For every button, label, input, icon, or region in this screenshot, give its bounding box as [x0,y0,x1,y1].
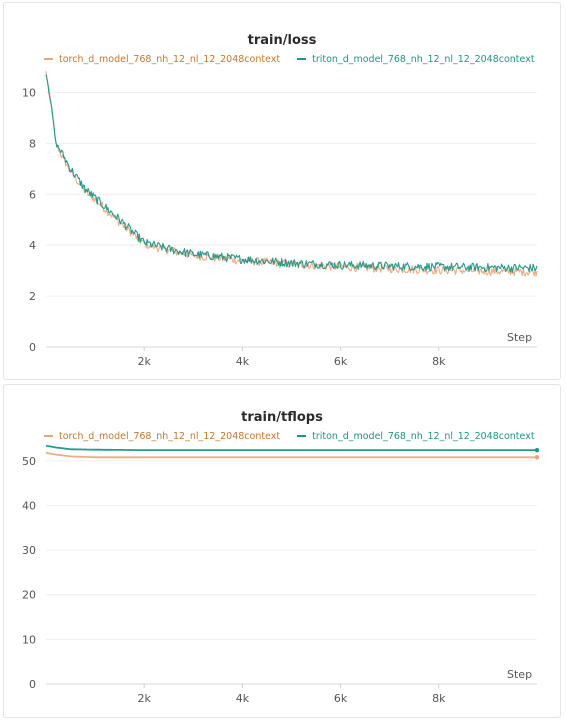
tflops-chart-panel: train/tflops torch_d_model_768_nh_12_nl_… [3,384,561,718]
y-tick-label: 50 [22,455,36,468]
legend-entry-triton[interactable]: triton_d_model_768_nh_12_nl_12_2048conte… [297,53,535,65]
x-tick-label: 6k [334,355,348,368]
series-line-torch [45,451,537,459]
y-tick-label: 40 [22,499,36,512]
legend-swatch-icon [44,435,53,437]
y-tick-label: 8 [29,137,36,150]
legend-label: triton_d_model_768_nh_12_nl_12_2048conte… [312,430,535,442]
x-tick-label: 8k [432,355,446,368]
x-tick-label: 4k [236,692,250,705]
chart-title: train/loss [247,33,317,48]
legend-entry-torch[interactable]: torch_d_model_768_nh_12_nl_12_2048contex… [44,431,280,442]
loss-plot-area: 0 2 4 6 8 10 2k 4k 6k 8k [22,71,538,368]
y-tick-label: 2 [29,290,36,303]
y-tick-label: 20 [22,589,36,602]
loss-chart-panel: train/loss torch_d_model_768_nh_12_nl_12… [3,2,561,380]
chart-legend: torch_d_model_768_nh_12_nl_12_2048contex… [44,429,549,442]
chart-legend: torch_d_model_768_nh_12_nl_12_2048contex… [44,52,549,65]
y-tick-label: 10 [22,633,36,646]
y-tick-label: 30 [22,544,36,557]
y-tick-label: 6 [29,188,36,201]
legend-entry-triton[interactable]: triton_d_model_768_nh_12_nl_12_2048conte… [297,430,535,442]
y-tick-label: 10 [22,86,36,99]
x-axis-label: Step [507,668,533,681]
legend-label: torch_d_model_768_nh_12_nl_12_2048contex… [59,53,281,65]
legend-label: torch_d_model_768_nh_12_nl_12_2048contex… [59,430,281,442]
series-end-marker [534,455,540,460]
x-tick-label: 8k [432,692,446,705]
x-tick-label: 6k [334,692,348,705]
y-tick-label: 0 [29,341,36,354]
x-tick-label: 2k [138,355,152,368]
series-end-marker [534,447,540,453]
chart-title: train/tflops [241,410,323,425]
legend-swatch-icon [297,435,307,437]
x-axis-label: Step [507,331,533,344]
tflops-plot-area: 0 10 20 30 40 50 2k 4k 6k 8k [22,444,540,705]
legend-label: triton_d_model_768_nh_12_nl_12_2048conte… [312,53,535,65]
x-tick-label: 4k [236,355,250,368]
legend-swatch-icon [297,58,307,60]
legend-entry-torch[interactable]: torch_d_model_768_nh_12_nl_12_2048contex… [44,54,280,65]
legend-swatch-icon [44,58,53,60]
y-tick-label: 0 [29,678,36,691]
series-line-triton [45,444,537,451]
x-tick-label: 2k [138,692,152,705]
y-tick-label: 4 [29,239,36,252]
series-line-triton [45,74,538,273]
